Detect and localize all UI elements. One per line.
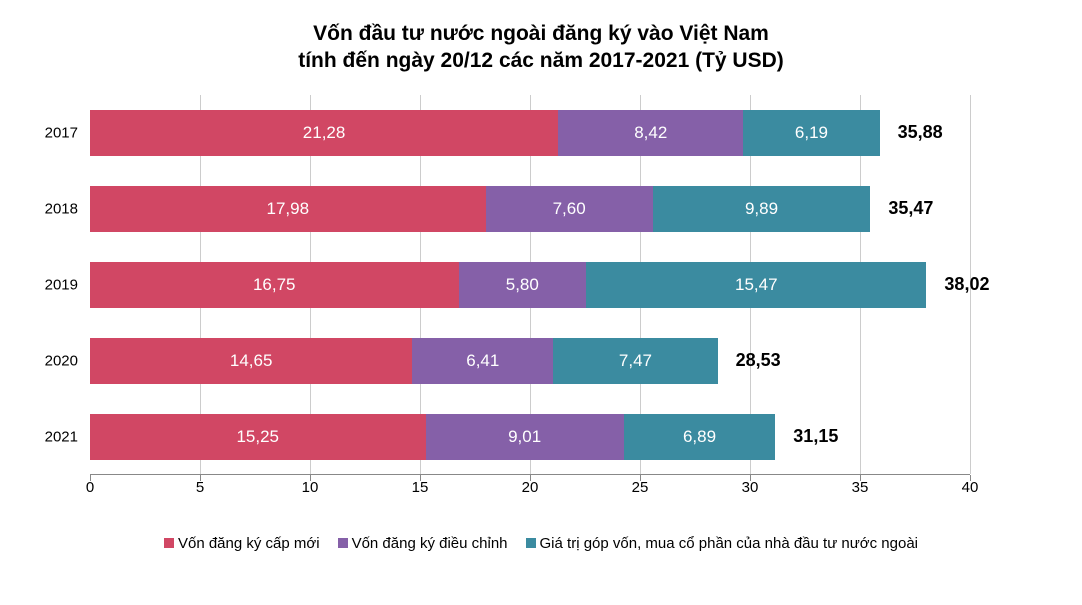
x-tick-label: 35 — [852, 479, 869, 496]
legend-swatch — [338, 538, 348, 548]
legend-swatch — [526, 538, 536, 548]
bar-total-label: 38,02 — [944, 274, 989, 295]
y-axis-label: 2021 — [45, 428, 78, 445]
bar-segment: 6,89 — [624, 414, 776, 460]
legend-label: Vốn đăng ký cấp mới — [178, 535, 320, 552]
legend-item: Vốn đăng ký điều chỉnh — [338, 535, 508, 552]
x-tick-label: 0 — [86, 479, 94, 496]
bar-total-label: 31,15 — [793, 426, 838, 447]
bar-row: 15,259,016,89 31,15 — [90, 414, 838, 460]
chart-area: 201721,288,426,1935,88201817,987,609,893… — [90, 95, 1050, 515]
chart-title: Vốn đầu tư nước ngoài đăng ký vào Việt N… — [30, 20, 1052, 75]
y-axis-label: 2019 — [45, 276, 78, 293]
bar-row: 14,656,417,47 28,53 — [90, 338, 781, 384]
legend: Vốn đăng ký cấp mới Vốn đăng ký điều chỉn… — [30, 535, 1052, 552]
x-tick-label: 15 — [412, 479, 429, 496]
bar-row: 17,987,609,89 35,47 — [90, 186, 933, 232]
y-axis-label: 2020 — [45, 352, 78, 369]
bar-row: 21,288,426,19 35,88 — [90, 110, 943, 156]
bar-total-label: 35,47 — [888, 198, 933, 219]
bar-segment: 6,19 — [743, 110, 879, 156]
bar-total-label: 35,88 — [898, 122, 943, 143]
bar-segment: 16,75 — [90, 262, 459, 308]
bar-segment: 15,47 — [586, 262, 926, 308]
legend-label: Vốn đăng ký điều chỉnh — [352, 535, 508, 552]
legend-item: Giá trị góp vốn, mua cổ phần của nhà đầu… — [526, 535, 919, 552]
bar-segment: 7,60 — [486, 186, 653, 232]
bar-segment: 9,89 — [653, 186, 871, 232]
bar-segment: 6,41 — [412, 338, 553, 384]
x-tick-label: 30 — [742, 479, 759, 496]
y-axis-label: 2017 — [45, 124, 78, 141]
x-tick-label: 5 — [196, 479, 204, 496]
bar-segment: 21,28 — [90, 110, 558, 156]
x-tick-label: 10 — [302, 479, 319, 496]
bar-segment: 15,25 — [90, 414, 426, 460]
chart-title-line2: tính đến ngày 20/12 các năm 2017-2021 (T… — [298, 49, 784, 72]
bar-total-label: 28,53 — [736, 350, 781, 371]
bar-segment: 14,65 — [90, 338, 412, 384]
y-axis-label: 2018 — [45, 200, 78, 217]
bar-segment: 8,42 — [558, 110, 743, 156]
legend-item: Vốn đăng ký cấp mới — [164, 535, 320, 552]
bar-segment: 17,98 — [90, 186, 486, 232]
x-tick-label: 25 — [632, 479, 649, 496]
bar-segment: 5,80 — [459, 262, 587, 308]
bar-segment: 7,47 — [553, 338, 717, 384]
x-tick-label: 20 — [522, 479, 539, 496]
bar-segment: 9,01 — [426, 414, 624, 460]
x-tick-label: 40 — [962, 479, 979, 496]
legend-label: Giá trị góp vốn, mua cổ phần của nhà đầu… — [540, 535, 919, 552]
chart-title-line1: Vốn đầu tư nước ngoài đăng ký vào Việt N… — [313, 22, 769, 45]
bar-row: 16,755,8015,47 38,02 — [90, 262, 989, 308]
legend-swatch — [164, 538, 174, 548]
plot-region: 201721,288,426,1935,88201817,987,609,893… — [90, 95, 970, 475]
